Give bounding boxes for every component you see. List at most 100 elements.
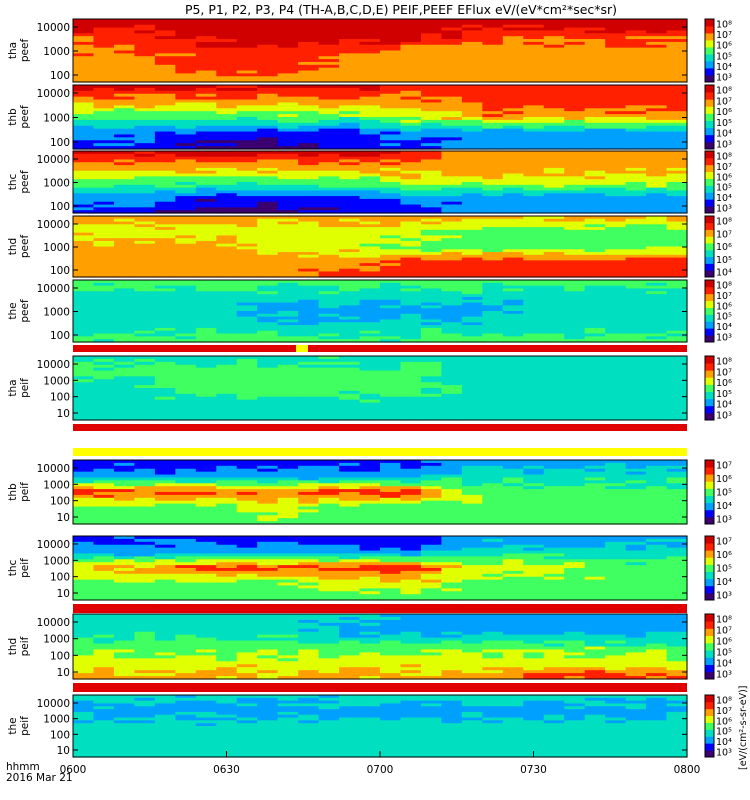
heatmap-cell xyxy=(216,385,238,389)
heatmap-cell xyxy=(298,64,320,69)
heatmap-cell xyxy=(502,111,524,115)
heatmap-cell xyxy=(400,390,422,395)
heatmap-cell xyxy=(134,460,156,464)
heatmap-cell xyxy=(318,190,340,194)
heatmap-cell xyxy=(666,70,688,75)
colorbar-tick-label: 10⁴ xyxy=(716,322,732,333)
heatmap-cell xyxy=(380,468,402,473)
heatmap-cell xyxy=(298,405,320,409)
heatmap-cell xyxy=(461,339,483,343)
heatmap-cell xyxy=(564,280,586,284)
heatmap-cell xyxy=(318,316,340,321)
heatmap-cell xyxy=(359,170,381,175)
heatmap-cell xyxy=(646,411,668,415)
heatmap-cell xyxy=(461,216,483,220)
heatmap-cell xyxy=(154,70,176,75)
heatmap-cell xyxy=(543,512,565,516)
heatmap-cell xyxy=(257,512,279,516)
heatmap-cell xyxy=(318,207,340,211)
heatmap-cell xyxy=(134,302,156,306)
heatmap-cell xyxy=(441,170,463,175)
heatmap-cell xyxy=(216,156,238,161)
heatmap-cell xyxy=(175,122,197,127)
heatmap-cell xyxy=(461,376,483,380)
heatmap-cell xyxy=(605,483,627,487)
heatmap-cell xyxy=(420,506,442,511)
heatmap-cell xyxy=(625,170,647,175)
heatmap-cell xyxy=(93,319,115,323)
colorbar-swatch xyxy=(705,68,714,76)
heatmap-cell xyxy=(666,356,688,360)
heatmap-cell xyxy=(380,24,402,29)
heatmap-cell xyxy=(339,232,361,237)
heatmap-cell xyxy=(359,417,381,421)
heatmap-cell xyxy=(482,373,504,377)
colorbar-swatch xyxy=(705,370,714,378)
heatmap-cell xyxy=(216,492,238,496)
heatmap-cell xyxy=(195,240,217,245)
heatmap-cell xyxy=(154,271,176,275)
heatmap-cell xyxy=(666,280,688,284)
heatmap-cell xyxy=(113,257,135,261)
heatmap-cell xyxy=(482,319,504,323)
heatmap-cell xyxy=(339,291,361,295)
heatmap-cell xyxy=(298,265,320,270)
heatmap-cell xyxy=(420,393,442,398)
heatmap-cell xyxy=(400,235,422,239)
heatmap-cell xyxy=(523,460,545,464)
heatmap-cell xyxy=(666,480,688,484)
heatmap-cell xyxy=(400,254,422,259)
heatmap-cell xyxy=(400,274,422,278)
heatmap-cell xyxy=(543,170,565,175)
heatmap-cell xyxy=(441,518,463,522)
heatmap-cell xyxy=(461,229,483,234)
heatmap-cell xyxy=(400,408,422,412)
heatmap-cell xyxy=(646,367,668,372)
heatmap-cell xyxy=(216,249,238,253)
heatmap-cell xyxy=(543,305,565,309)
heatmap-cell xyxy=(175,280,197,284)
heatmap-cell xyxy=(277,506,299,511)
heatmap-cell xyxy=(584,319,606,323)
heatmap-cell xyxy=(584,125,606,130)
heatmap-cell xyxy=(461,246,483,250)
heatmap-cell xyxy=(584,243,606,248)
heatmap-cell xyxy=(461,87,483,92)
heatmap-cell xyxy=(277,232,299,237)
heatmap-cell xyxy=(339,536,361,540)
heatmap-cell xyxy=(216,119,238,124)
heatmap-cell xyxy=(257,137,279,141)
heatmap-cell xyxy=(625,280,647,284)
heatmap-cell xyxy=(216,196,238,200)
colorbar-tick-label: 10⁷ xyxy=(716,229,732,240)
heatmap-cell xyxy=(93,294,115,298)
heatmap-cell xyxy=(93,227,115,231)
heatmap-cell xyxy=(523,85,545,89)
heatmap-cell xyxy=(646,67,668,72)
heatmap-cell xyxy=(564,87,586,92)
heatmap-cell xyxy=(298,140,320,144)
heatmap-cell xyxy=(666,240,688,245)
heatmap-cell xyxy=(277,536,299,540)
heatmap-cell xyxy=(461,274,483,278)
heatmap-cell xyxy=(441,249,463,253)
heatmap-cell xyxy=(134,325,156,329)
heatmap-cell xyxy=(482,224,504,228)
heatmap-cell xyxy=(420,140,442,144)
heatmap-cell xyxy=(318,156,340,161)
heatmap-cell xyxy=(339,117,361,121)
heatmap-cell xyxy=(584,399,606,404)
heatmap-cell xyxy=(113,291,135,295)
heatmap-cell xyxy=(543,146,565,150)
heatmap-cell xyxy=(502,170,524,175)
heatmap-cell xyxy=(543,536,565,540)
heatmap-cell xyxy=(564,151,586,155)
heatmap-cell xyxy=(523,111,545,115)
heatmap-cell xyxy=(441,330,463,335)
heatmap-cell xyxy=(441,140,463,144)
heatmap-cell xyxy=(502,50,524,54)
heatmap-cell xyxy=(93,373,115,377)
heatmap-cell xyxy=(523,59,545,63)
heatmap-cell xyxy=(625,79,647,83)
heatmap-cell xyxy=(523,24,545,29)
